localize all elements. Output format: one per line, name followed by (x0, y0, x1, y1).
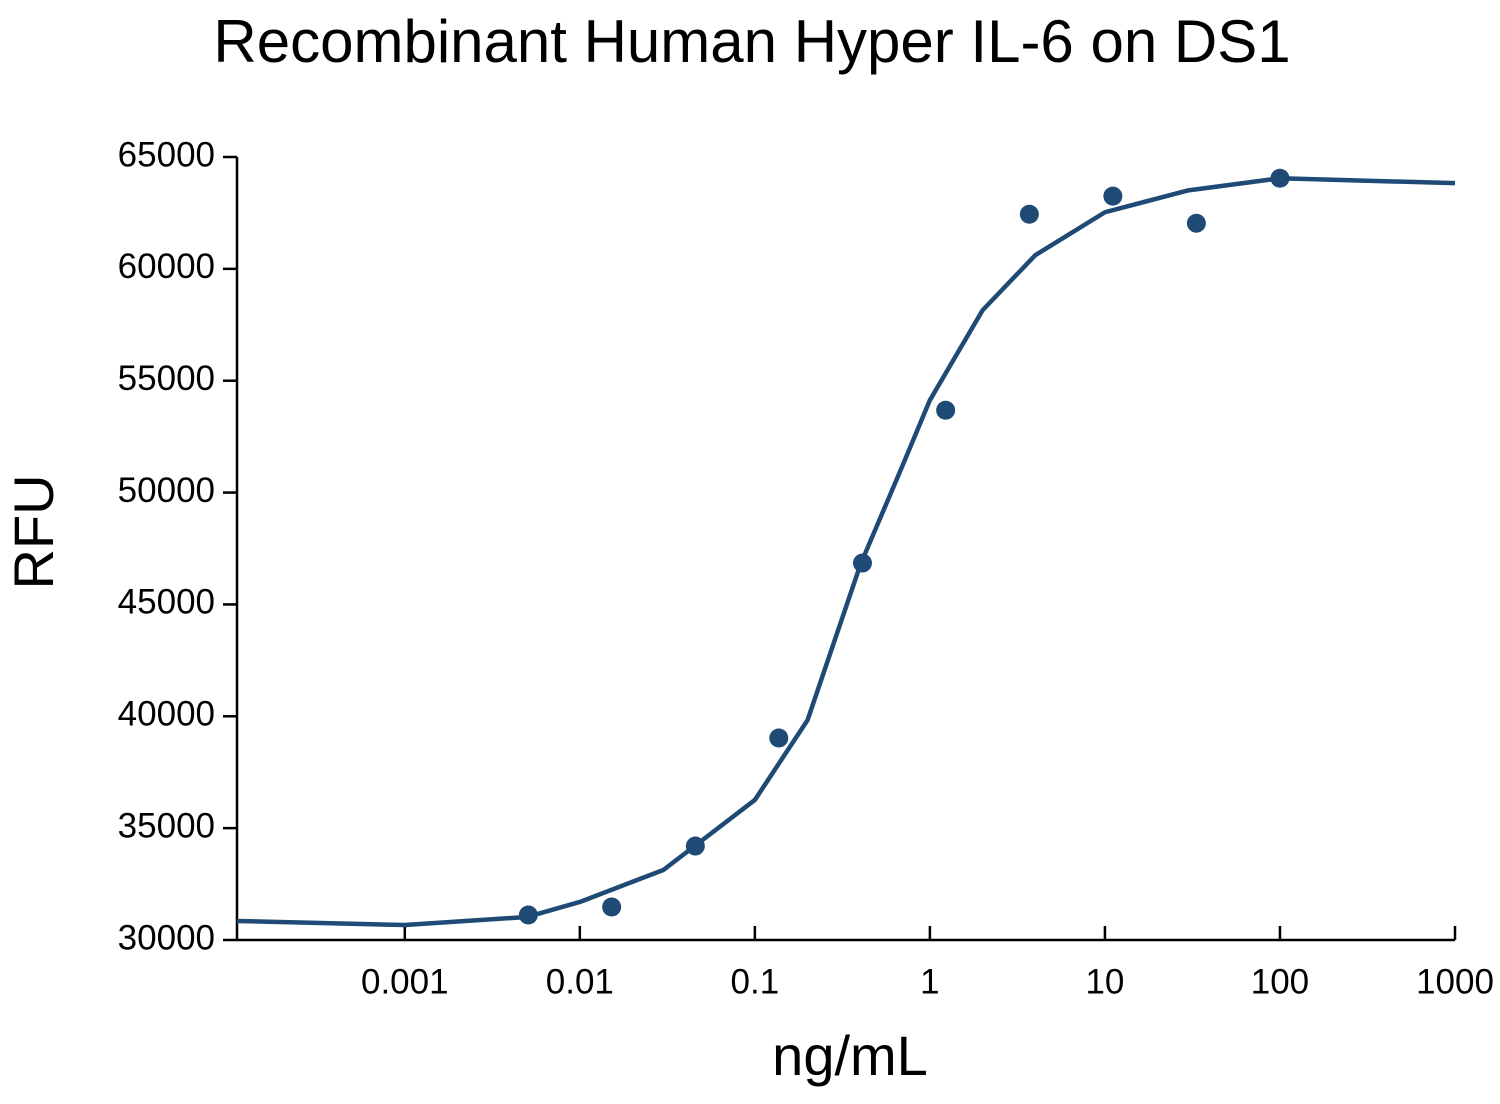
chart-title: Recombinant Human Hyper IL-6 on DS1 (213, 8, 1290, 75)
y-axis-label: RFU (2, 474, 65, 589)
y-tick-label: 35000 (118, 806, 215, 845)
data-point (1270, 168, 1290, 188)
x-tick-label: 0.001 (361, 962, 449, 1001)
x-tick-label: 1 (920, 962, 939, 1001)
y-tick-label: 55000 (118, 359, 215, 398)
data-point (518, 905, 538, 925)
x-axis-label: ng/mL (772, 1024, 928, 1087)
data-point (1019, 204, 1039, 224)
y-tick-label: 40000 (118, 695, 215, 734)
data-point (602, 897, 622, 917)
x-tick-label: 10 (1085, 962, 1124, 1001)
y-tick-label: 60000 (118, 247, 215, 286)
x-tick-label: 0.01 (546, 962, 614, 1001)
y-tick-label: 45000 (118, 583, 215, 622)
data-point (685, 836, 705, 856)
y-tick-label: 30000 (118, 918, 215, 957)
data-point (936, 400, 956, 420)
y-tick-label: 50000 (118, 471, 215, 510)
data-point (1186, 213, 1206, 233)
data-point (852, 553, 872, 573)
y-tick-label: 65000 (118, 135, 215, 174)
data-point (769, 728, 789, 748)
x-tick-label: 1000 (1416, 962, 1494, 1001)
data-point (1103, 186, 1123, 206)
x-tick-label: 100 (1251, 962, 1309, 1001)
fit-curve (236, 176, 1456, 928)
x-tick-label: 0.1 (731, 962, 780, 1001)
